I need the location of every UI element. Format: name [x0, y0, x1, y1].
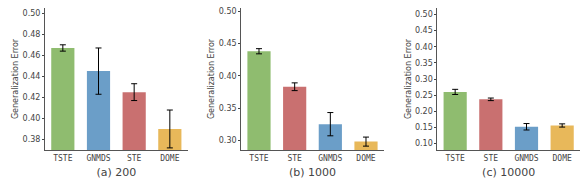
- svg-text:(a) 200: (a) 200: [96, 166, 136, 179]
- svg-text:GNMDS: GNMDS: [86, 154, 110, 163]
- svg-text:0.20: 0.20: [415, 107, 433, 116]
- svg-text:0.46: 0.46: [23, 51, 41, 60]
- svg-text:Generalization Error: Generalization Error: [404, 38, 413, 119]
- svg-text:0.42: 0.42: [23, 93, 41, 102]
- svg-text:0.15: 0.15: [415, 123, 433, 132]
- svg-text:(b) 1000: (b) 1000: [289, 166, 336, 179]
- svg-text:TSTE: TSTE: [446, 154, 465, 163]
- svg-text:0.30: 0.30: [415, 75, 433, 84]
- svg-text:STE: STE: [484, 154, 499, 163]
- svg-text:STE: STE: [127, 154, 142, 163]
- svg-text:DOME: DOME: [356, 154, 375, 163]
- svg-text:0.35: 0.35: [219, 104, 237, 113]
- svg-text:DOME: DOME: [160, 154, 179, 163]
- svg-text:TSTE: TSTE: [53, 154, 72, 163]
- svg-text:0.30: 0.30: [219, 136, 237, 145]
- svg-text:0.10: 0.10: [415, 139, 433, 148]
- svg-text:0.44: 0.44: [23, 72, 41, 81]
- svg-text:GNMDS: GNMDS: [318, 154, 342, 163]
- svg-text:(c) 10000: (c) 10000: [482, 166, 535, 179]
- svg-text:0.50: 0.50: [415, 10, 433, 19]
- svg-text:Generalization Error: Generalization Error: [11, 38, 20, 119]
- svg-text:0.40: 0.40: [219, 72, 237, 81]
- svg-text:DOME: DOME: [553, 154, 572, 163]
- svg-text:0.40: 0.40: [415, 43, 433, 52]
- svg-text:0.50: 0.50: [219, 7, 237, 16]
- svg-text:0.38: 0.38: [23, 135, 41, 144]
- svg-text:0.40: 0.40: [23, 114, 41, 123]
- svg-text:0.25: 0.25: [415, 91, 433, 100]
- svg-text:TSTE: TSTE: [249, 154, 268, 163]
- svg-text:0.45: 0.45: [219, 39, 237, 48]
- svg-text:STE: STE: [287, 154, 302, 163]
- svg-text:0.45: 0.45: [415, 26, 433, 35]
- svg-text:0.48: 0.48: [23, 30, 41, 39]
- svg-text:0.50: 0.50: [23, 9, 41, 18]
- svg-text:Generalization Error: Generalization Error: [207, 38, 216, 119]
- svg-text:GNMDS: GNMDS: [514, 154, 538, 163]
- svg-text:0.35: 0.35: [415, 59, 433, 68]
